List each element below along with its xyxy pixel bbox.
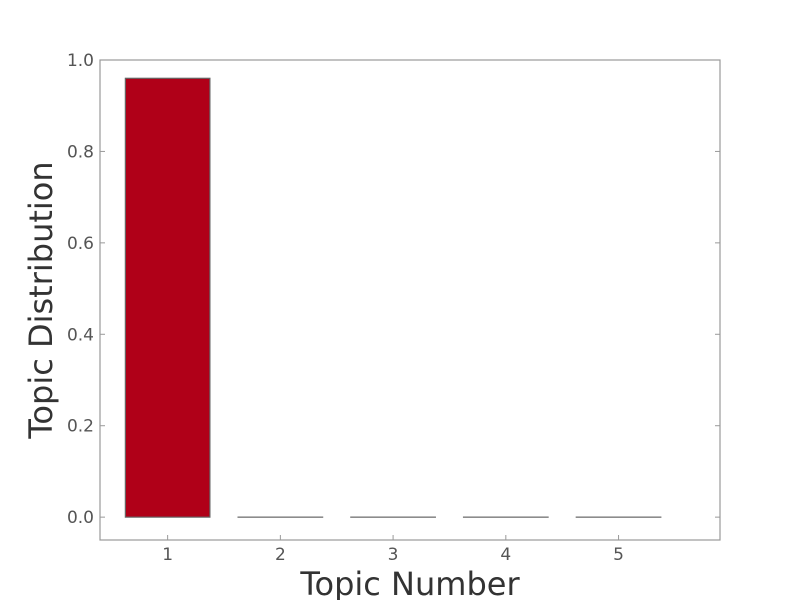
y-tick-label: 0.4 (67, 325, 94, 345)
x-tick-label: 5 (613, 545, 624, 565)
x-axis-label: Topic Number (299, 565, 520, 600)
y-tick-label: 0.0 (67, 508, 94, 528)
x-tick-label: 4 (500, 545, 511, 565)
bar (124, 77, 211, 518)
y-tick-label: 0.6 (67, 234, 94, 254)
plot-area: 0.0 0.2 0.4 0.6 0.8 1.0 1 2 3 4 5 (67, 51, 721, 565)
y-tick-label: 0.8 (67, 142, 94, 162)
y-axis-label: Topic Distribution (22, 161, 60, 439)
x-tick-label: 2 (275, 545, 286, 565)
x-tick-label: 3 (388, 545, 399, 565)
x-tick-label: 1 (162, 545, 173, 565)
plot-frame (99, 59, 721, 541)
y-tick-label: 1.0 (67, 51, 94, 71)
y-tick-label: 0.2 (67, 417, 94, 437)
